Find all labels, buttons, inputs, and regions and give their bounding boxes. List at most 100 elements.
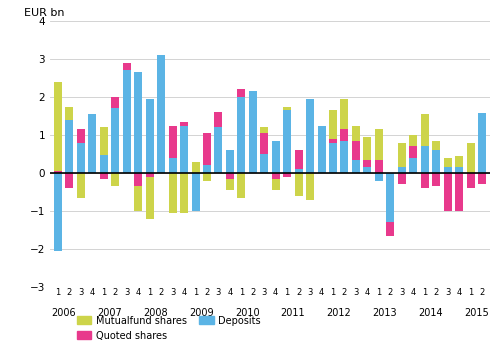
Bar xyxy=(329,139,337,142)
Bar xyxy=(214,112,222,127)
Bar xyxy=(455,167,463,173)
Text: 2006: 2006 xyxy=(52,308,76,318)
Bar xyxy=(54,82,62,171)
Bar xyxy=(444,167,452,173)
Bar xyxy=(420,173,428,188)
Bar xyxy=(88,114,96,173)
Bar xyxy=(100,173,108,179)
Text: 2009: 2009 xyxy=(189,308,214,318)
Bar xyxy=(306,173,314,200)
Bar xyxy=(168,126,176,158)
Bar xyxy=(386,173,394,222)
Bar xyxy=(226,179,234,190)
Text: 2008: 2008 xyxy=(143,308,168,318)
Bar xyxy=(478,113,486,173)
Text: 2014: 2014 xyxy=(418,308,442,318)
Bar xyxy=(77,173,85,198)
Bar xyxy=(146,173,154,177)
Bar xyxy=(54,171,62,173)
Bar xyxy=(409,135,417,146)
Bar xyxy=(238,97,246,173)
Bar xyxy=(112,97,120,108)
Bar xyxy=(375,129,383,160)
Bar xyxy=(420,114,428,146)
Bar xyxy=(318,126,326,173)
Text: EUR bn: EUR bn xyxy=(24,8,64,18)
Bar xyxy=(455,173,463,211)
Bar xyxy=(283,106,291,110)
Text: 2010: 2010 xyxy=(235,308,260,318)
Text: 2013: 2013 xyxy=(372,308,397,318)
Bar xyxy=(192,173,200,211)
Bar xyxy=(398,167,406,173)
Bar xyxy=(203,173,211,181)
Bar xyxy=(157,55,165,173)
Text: 2007: 2007 xyxy=(97,308,122,318)
Bar xyxy=(466,142,474,173)
Bar xyxy=(272,173,280,179)
Bar xyxy=(398,173,406,184)
Bar xyxy=(260,127,268,133)
Bar xyxy=(352,141,360,160)
Bar xyxy=(432,173,440,186)
Bar xyxy=(364,137,372,160)
Bar xyxy=(192,162,200,173)
Bar xyxy=(375,173,383,181)
Text: 2011: 2011 xyxy=(280,308,305,318)
Bar xyxy=(432,141,440,150)
Text: 2012: 2012 xyxy=(326,308,351,318)
Bar xyxy=(66,120,74,173)
Bar xyxy=(146,177,154,219)
Bar xyxy=(375,160,383,173)
Bar xyxy=(455,156,463,167)
Bar xyxy=(272,141,280,173)
Bar xyxy=(398,142,406,167)
Bar xyxy=(386,222,394,236)
Bar xyxy=(260,154,268,173)
Bar xyxy=(112,173,120,186)
Bar xyxy=(260,133,268,154)
Bar xyxy=(478,173,486,184)
Bar xyxy=(134,186,142,211)
Bar xyxy=(329,142,337,173)
Bar xyxy=(203,133,211,166)
Bar xyxy=(112,108,120,173)
Bar xyxy=(420,146,428,173)
Legend: Mutualfund shares, Quoted shares, Deposits: Mutualfund shares, Quoted shares, Deposi… xyxy=(77,316,261,341)
Bar xyxy=(203,166,211,173)
Bar xyxy=(168,173,176,213)
Bar xyxy=(134,72,142,173)
Bar xyxy=(77,129,85,142)
Bar xyxy=(409,146,417,158)
Bar xyxy=(134,173,142,186)
Bar xyxy=(180,173,188,213)
Bar xyxy=(100,155,108,173)
Bar xyxy=(226,173,234,179)
Bar xyxy=(180,126,188,173)
Bar xyxy=(54,173,62,251)
Bar xyxy=(352,160,360,173)
Bar xyxy=(340,141,348,173)
Bar xyxy=(249,91,257,173)
Bar xyxy=(329,110,337,139)
Bar xyxy=(283,110,291,173)
Bar xyxy=(294,150,302,169)
Bar xyxy=(66,106,74,120)
Bar xyxy=(226,150,234,173)
Bar xyxy=(340,129,348,141)
Bar xyxy=(364,167,372,173)
Bar xyxy=(294,173,302,196)
Bar xyxy=(444,173,452,211)
Bar xyxy=(214,127,222,173)
Text: 2015: 2015 xyxy=(464,308,488,318)
Bar xyxy=(306,99,314,173)
Bar xyxy=(432,150,440,173)
Bar xyxy=(238,173,246,198)
Bar xyxy=(283,173,291,177)
Bar xyxy=(466,173,474,188)
Bar xyxy=(409,158,417,173)
Bar xyxy=(444,158,452,167)
Bar xyxy=(364,160,372,167)
Bar xyxy=(340,99,348,129)
Bar xyxy=(66,173,74,188)
